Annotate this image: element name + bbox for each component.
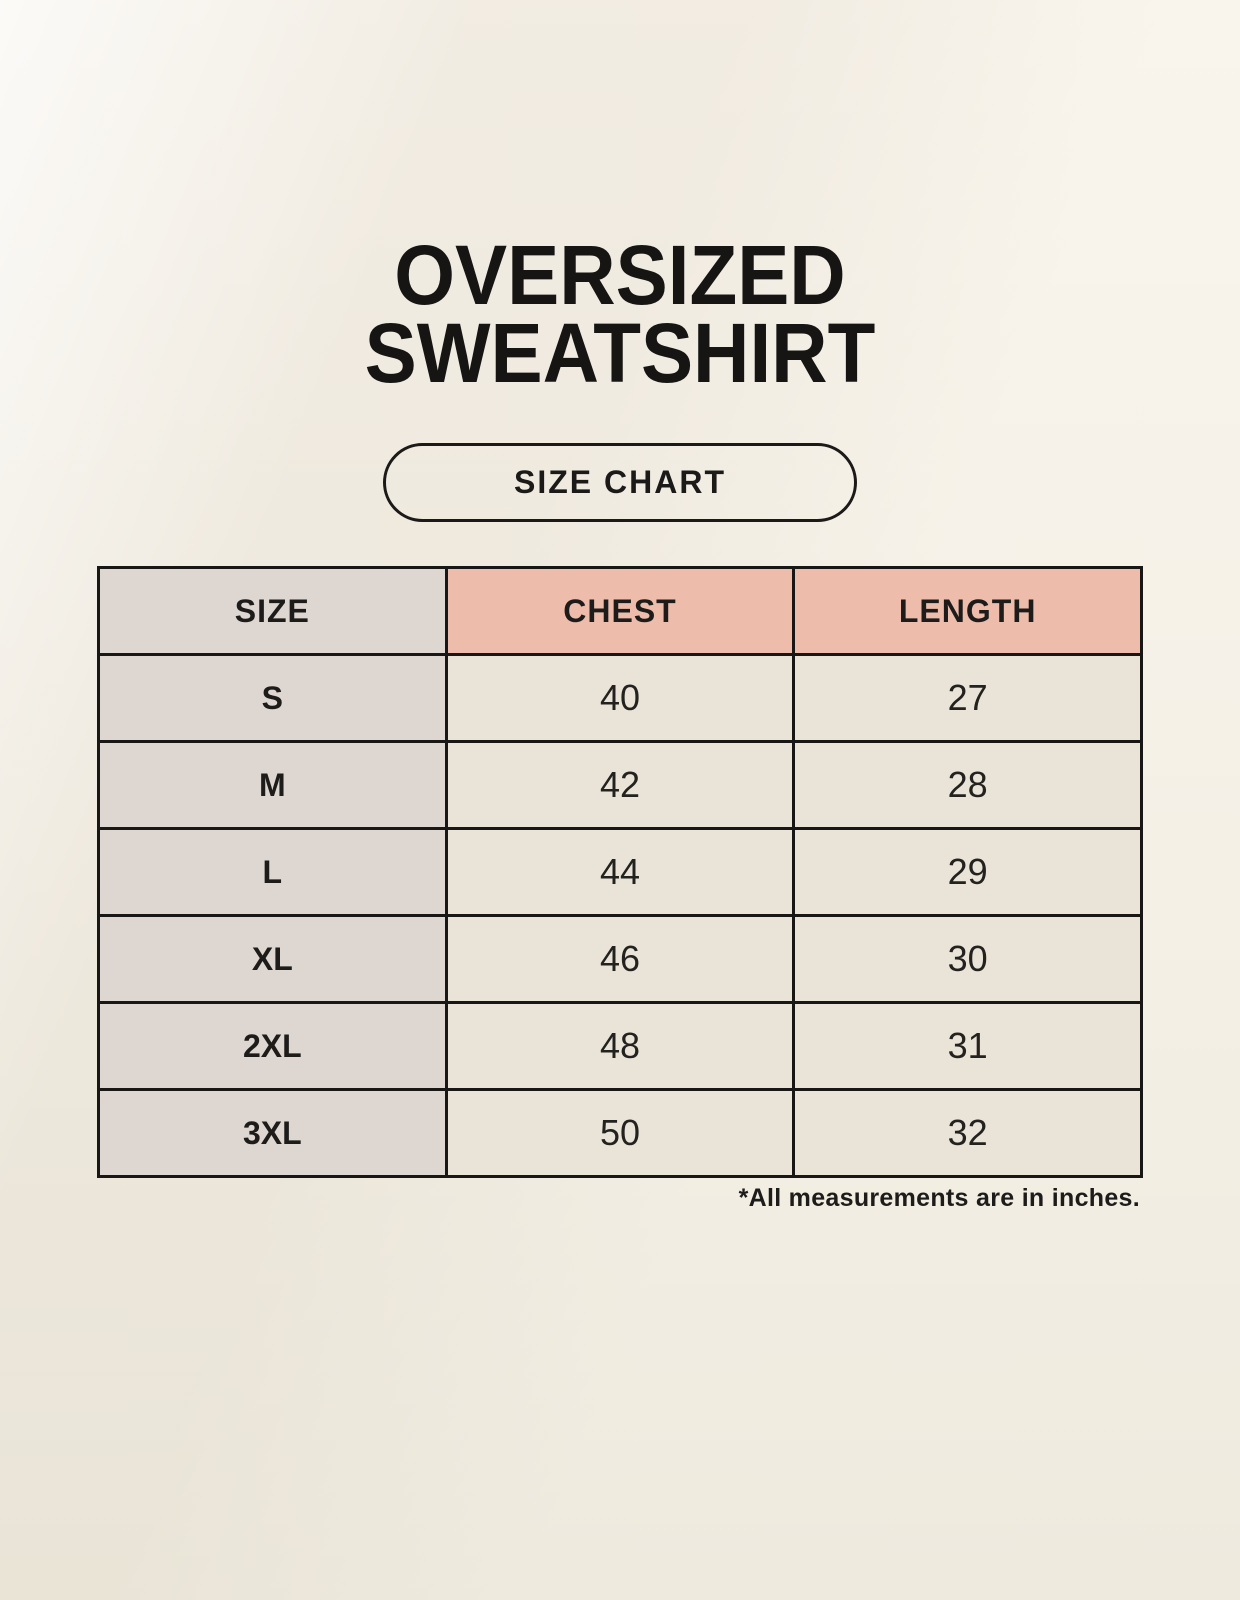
chest-value-cell: 50 <box>444 1088 796 1178</box>
chest-value-cell: 46 <box>444 914 796 1004</box>
size-label-cell: 2XL <box>97 1001 448 1091</box>
column-header-length: LENGTH <box>792 566 1143 656</box>
table-row: S 40 27 <box>97 653 1143 743</box>
size-chart-button-label: SIZE CHART <box>514 464 726 500</box>
measurements-note: *All measurements are in inches. <box>738 1184 1140 1212</box>
length-value-cell: 27 <box>792 653 1143 743</box>
table-header-row: SIZE CHEST LENGTH <box>97 566 1143 656</box>
size-label-cell: L <box>97 827 448 917</box>
size-label-cell: 3XL <box>97 1088 448 1178</box>
chest-value-cell: 44 <box>444 827 796 917</box>
table-row: XL 46 30 <box>97 914 1143 1004</box>
page-title: OVERSIZED SWEATSHIRT <box>43 228 1196 400</box>
length-value-cell: 29 <box>792 827 1143 917</box>
length-value-cell: 31 <box>792 1001 1143 1091</box>
size-chart-button[interactable]: SIZE CHART <box>383 443 857 522</box>
table-row: L 44 29 <box>97 827 1143 917</box>
page-title-line-1: OVERSIZED <box>394 228 846 322</box>
table-row: M 42 28 <box>97 740 1143 830</box>
page-title-line-2: SWEATSHIRT <box>364 306 876 400</box>
table-row: 2XL 48 31 <box>97 1001 1143 1091</box>
size-label-cell: M <box>97 740 448 830</box>
chest-value-cell: 42 <box>444 740 796 830</box>
chest-value-cell: 48 <box>444 1001 796 1091</box>
size-label-cell: S <box>97 653 448 743</box>
column-header-size: SIZE <box>97 566 448 656</box>
table-row: 3XL 50 32 <box>97 1088 1143 1178</box>
size-table: SIZE CHEST LENGTH S 40 27 M 42 28 L 44 2… <box>97 566 1143 1178</box>
length-value-cell: 32 <box>792 1088 1143 1178</box>
length-value-cell: 30 <box>792 914 1143 1004</box>
chest-value-cell: 40 <box>444 653 796 743</box>
size-label-cell: XL <box>97 914 448 1004</box>
column-header-chest: CHEST <box>444 566 796 656</box>
length-value-cell: 28 <box>792 740 1143 830</box>
